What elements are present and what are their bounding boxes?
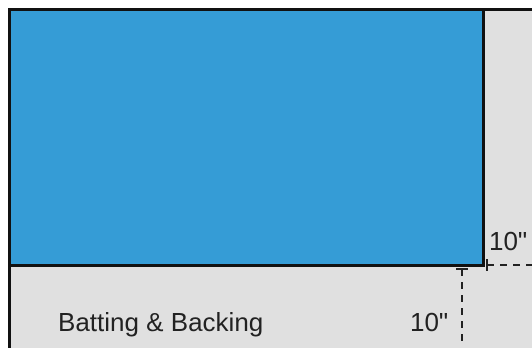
right-margin-dimension: 10" — [489, 226, 528, 256]
dimension-lines — [456, 259, 532, 341]
backing-label: Batting & Backing — [58, 307, 264, 337]
bottom-margin-dimension: 10" — [410, 307, 449, 337]
quilt-top-rectangle — [8, 8, 485, 267]
